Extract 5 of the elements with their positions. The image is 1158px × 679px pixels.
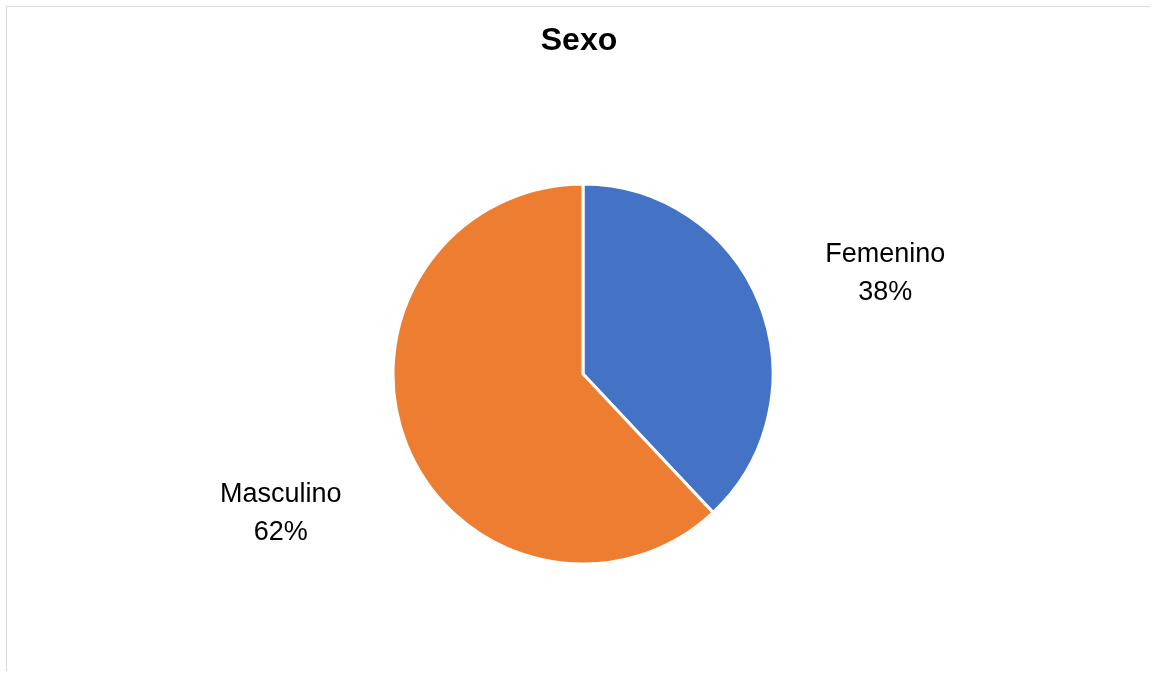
data-label: 62% bbox=[253, 515, 308, 546]
chart-title: Sexo bbox=[540, 21, 618, 57]
slice-label: Masculino bbox=[220, 477, 342, 508]
data-label: 38% bbox=[858, 276, 913, 307]
slice-label: Femenino bbox=[825, 238, 946, 269]
